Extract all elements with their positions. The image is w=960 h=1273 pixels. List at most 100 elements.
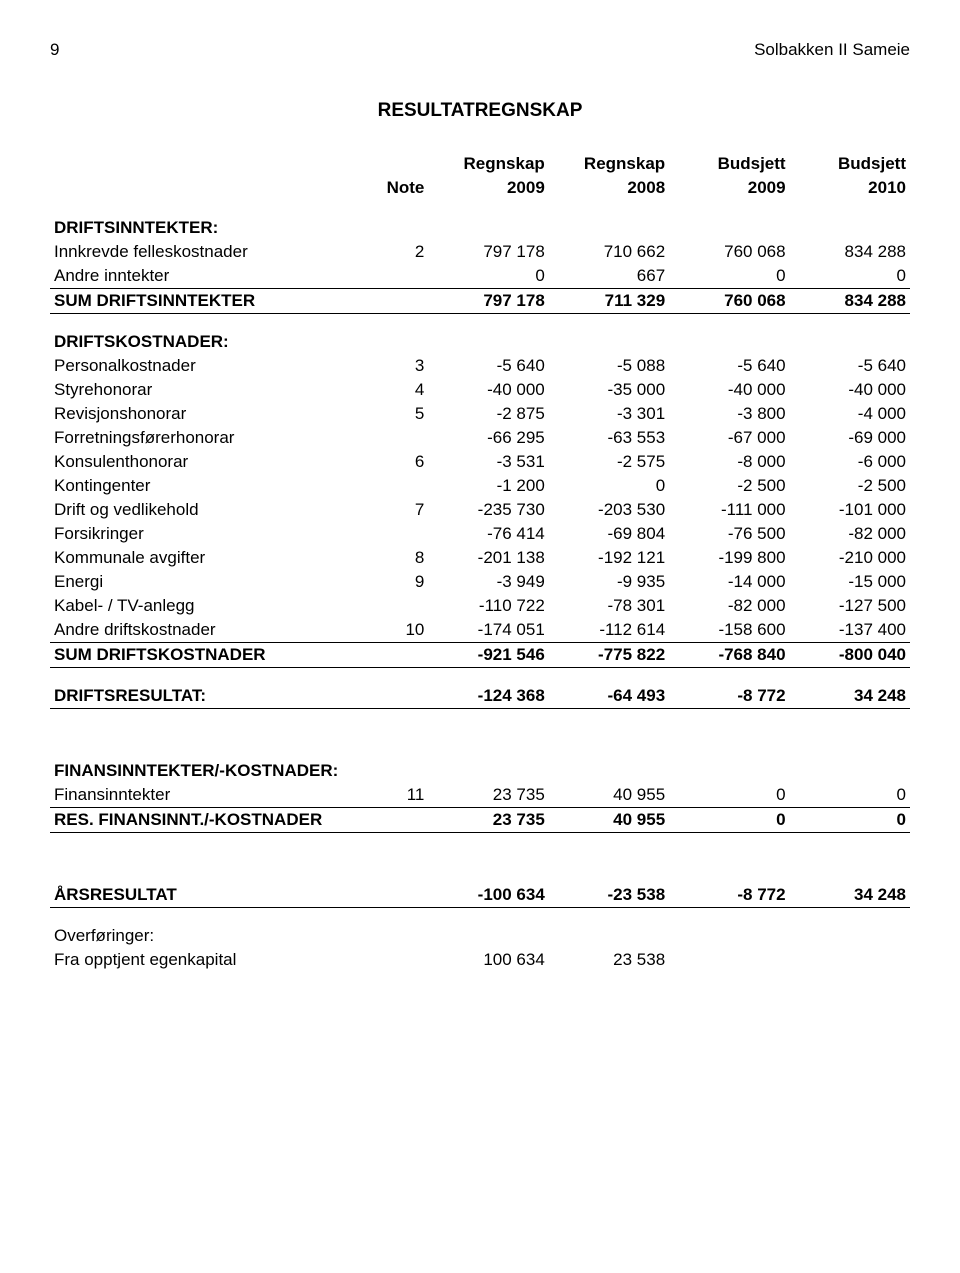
finans-table: FINANSINNTEKTER/-KOSTNADER: Finansinntek… (50, 759, 910, 833)
arsresultat-table: ÅRSRESULTAT -100 634 -23 538 -8 772 34 2… (50, 883, 910, 972)
row-value: -66 295 (428, 426, 548, 450)
sum-row: SUM DRIFTSINNTEKTER 797 178 711 329 760 … (50, 289, 910, 314)
row-value: -5 088 (549, 354, 669, 378)
row-value: -5 640 (669, 354, 789, 378)
row-value: -5 640 (428, 354, 548, 378)
table-row: Konsulenthonorar 6 -3 531 -2 575 -8 000 … (50, 450, 910, 474)
row-value: -101 000 (790, 498, 910, 522)
row-label: Forretningsførerhonorar (50, 426, 368, 450)
row-label: ÅRSRESULTAT (50, 883, 368, 908)
row-value: -69 000 (790, 426, 910, 450)
table-row: Kabel- / TV-anlegg -110 722 -78 301 -82 … (50, 594, 910, 618)
row-value: -112 614 (549, 618, 669, 643)
row-value: 100 634 (428, 948, 548, 972)
row-note: 3 (368, 354, 428, 378)
column-header-row-2: Note 2009 2008 2009 2010 (50, 176, 910, 200)
row-value: -15 000 (790, 570, 910, 594)
row-value: -921 546 (428, 643, 548, 668)
row-value: -8 772 (669, 883, 789, 908)
section-header: DRIFTSKOSTNADER: (50, 314, 368, 355)
resultatregnskap-table: Regnskap Regnskap Budsjett Budsjett Note… (50, 152, 910, 709)
row-value: 760 068 (669, 240, 789, 264)
table-row: Kontingenter -1 200 0 -2 500 -2 500 (50, 474, 910, 498)
document-title: Solbakken II Sameie (754, 40, 910, 60)
row-value: -100 634 (428, 883, 548, 908)
table-row: Andre driftskostnader 10 -174 051 -112 6… (50, 618, 910, 643)
page-number: 9 (50, 40, 59, 60)
row-note: 7 (368, 498, 428, 522)
row-value: 23 538 (549, 948, 669, 972)
row-value: -76 500 (669, 522, 789, 546)
row-value: -76 414 (428, 522, 548, 546)
row party: -210 000 (790, 546, 910, 570)
row-label: Forsikringer (50, 522, 368, 546)
row-label: Andre inntekter (50, 264, 368, 289)
row-label: Finansinntekter (50, 783, 368, 808)
row-label: SUM DRIFTSKOSTNADER (50, 643, 368, 668)
row-value: 23 735 (428, 808, 548, 833)
row-label: SUM DRIFTSINNTEKTER (50, 289, 368, 314)
col-header: 2010 (790, 176, 910, 200)
row-value: -8 772 (669, 668, 789, 709)
row-note: 9 (368, 570, 428, 594)
row-label: Kommunale avgifter (50, 546, 368, 570)
row-note: 2 (368, 240, 428, 264)
row-value: -3 531 (428, 450, 548, 474)
row-value: 667 (549, 264, 669, 289)
arsresultat-row: ÅRSRESULTAT -100 634 -23 538 -8 772 34 2… (50, 883, 910, 908)
row-value: -3 949 (428, 570, 548, 594)
table-row: Forretningsførerhonorar -66 295 -63 553 … (50, 426, 910, 450)
col-header-note: Note (368, 176, 428, 200)
row-value: 0 (669, 264, 789, 289)
row-value: -5 640 (790, 354, 910, 378)
row-value (669, 948, 789, 972)
sum-row: RES. FINANSINNT./-KOSTNADER 23 735 40 95… (50, 808, 910, 833)
row-label: Drift og vedlikehold (50, 498, 368, 522)
row-value: -82 000 (669, 594, 789, 618)
row-value: 797 178 (428, 240, 548, 264)
table-row: Forsikringer -76 414 -69 804 -76 500 -82… (50, 522, 910, 546)
row-value: -2 875 (428, 402, 548, 426)
section-header-row: DRIFTSKOSTNADER: (50, 314, 910, 355)
row-value: 0 (790, 783, 910, 808)
row-note: 10 (368, 618, 428, 643)
col-header: Budsjett (790, 152, 910, 176)
row-note: 4 (368, 378, 428, 402)
driftsresultat-row: DRIFTSRESULTAT: -124 368 -64 493 -8 772 … (50, 668, 910, 709)
section-header-row: FINANSINNTEKTER/-KOSTNADER: (50, 759, 910, 783)
row-value: -8 000 (669, 450, 789, 474)
row-value: -1 200 (428, 474, 548, 498)
row-value: 834 288 (790, 289, 910, 314)
row-value: -35 000 (549, 378, 669, 402)
row-value: -110 722 (428, 594, 548, 618)
row-value: 40 955 (549, 783, 669, 808)
page-header: 9 Solbakken II Sameie (50, 40, 910, 60)
row-value: -111 000 (669, 498, 789, 522)
table-row: Kommunale avgifter 8 -201 138 -192 121 -… (50, 546, 910, 570)
row-value: -4 000 (790, 402, 910, 426)
row-value: -82 000 (790, 522, 910, 546)
row-value: 711 329 (549, 289, 669, 314)
report-title: RESULTATREGNSKAP (50, 100, 910, 122)
row-label: Energi (50, 570, 368, 594)
row-value: -23 538 (549, 883, 669, 908)
table-row: Personalkostnader 3 -5 640 -5 088 -5 640… (50, 354, 910, 378)
row-value: -40 000 (790, 378, 910, 402)
col-header: Regnskap (549, 152, 669, 176)
col-header: 2009 (669, 176, 789, 200)
row-label: Revisjonshonorar (50, 402, 368, 426)
col-header: 2009 (428, 176, 548, 200)
row-value: 797 178 (428, 289, 548, 314)
row-note: 5 (368, 402, 428, 426)
table-row: Drift og vedlikehold 7 -235 730 -203 530… (50, 498, 910, 522)
row-label: DRIFTSRESULTAT: (50, 668, 368, 709)
row-value: 0 (428, 264, 548, 289)
row-value: 0 (790, 808, 910, 833)
row-value: -64 493 (549, 668, 669, 709)
row-value: -203 530 (549, 498, 669, 522)
section-header: FINANSINNTEKTER/-KOSTNADER: (50, 759, 368, 783)
sum-row: SUM DRIFTSKOSTNADER -921 546 -775 822 -7… (50, 643, 910, 668)
row-label: Innkrevde felleskostnader (50, 240, 368, 264)
col-header: 2008 (549, 176, 669, 200)
row-value: 834 288 (790, 240, 910, 264)
